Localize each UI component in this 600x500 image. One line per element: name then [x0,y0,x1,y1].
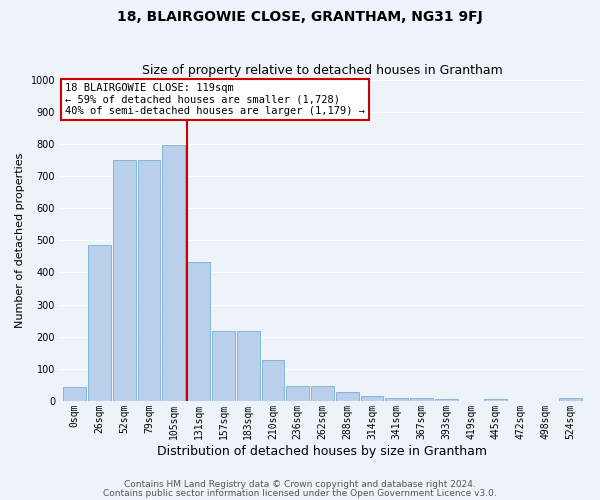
Bar [559,398,581,401]
Title: Size of property relative to detached houses in Grantham: Size of property relative to detached ho… [142,64,503,77]
Bar [163,145,185,401]
Bar [64,387,86,401]
Text: Contains public sector information licensed under the Open Government Licence v3: Contains public sector information licen… [103,488,497,498]
Bar [311,386,334,401]
X-axis label: Distribution of detached houses by size in Grantham: Distribution of detached houses by size … [157,444,487,458]
Bar [336,392,359,401]
Y-axis label: Number of detached properties: Number of detached properties [15,152,25,328]
Bar [361,396,383,401]
Bar [484,398,507,401]
Bar [212,330,235,401]
Text: 18, BLAIRGOWIE CLOSE, GRANTHAM, NG31 9FJ: 18, BLAIRGOWIE CLOSE, GRANTHAM, NG31 9FJ [117,10,483,24]
Bar [88,246,111,401]
Bar [410,398,433,401]
Bar [187,262,210,401]
Bar [385,398,408,401]
Bar [137,160,160,401]
Bar [237,330,260,401]
Text: Contains HM Land Registry data © Crown copyright and database right 2024.: Contains HM Land Registry data © Crown c… [124,480,476,489]
Bar [113,160,136,401]
Bar [435,398,458,401]
Bar [262,360,284,401]
Bar [286,386,309,401]
Text: 18 BLAIRGOWIE CLOSE: 119sqm
← 59% of detached houses are smaller (1,728)
40% of : 18 BLAIRGOWIE CLOSE: 119sqm ← 59% of det… [65,83,365,116]
